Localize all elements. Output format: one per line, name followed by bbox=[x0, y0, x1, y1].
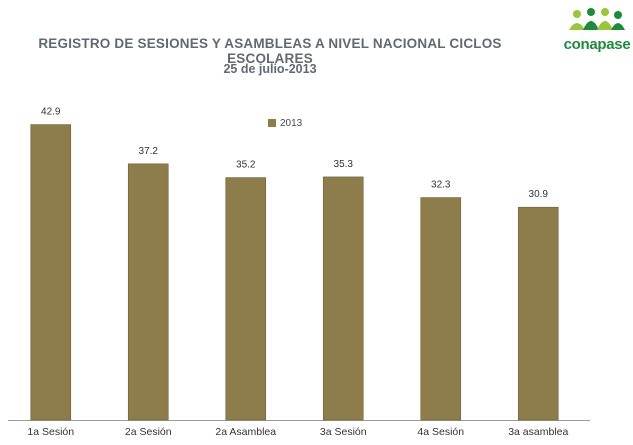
x-tick-label-0: 1a Sesión bbox=[27, 426, 74, 438]
chart-subtitle: 25 de julio-2013 bbox=[223, 62, 317, 76]
legend: 2013 bbox=[268, 116, 302, 130]
x-tick-label-4: 4a Sesión bbox=[417, 426, 464, 438]
people-figures-icon bbox=[569, 8, 625, 30]
legend-label: 2013 bbox=[280, 117, 303, 129]
x-tick-label-1: 2a Sesión bbox=[125, 426, 172, 438]
logo-text: conapase bbox=[563, 36, 631, 53]
data-label-4: 32.3 bbox=[431, 180, 451, 191]
bar-1 bbox=[127, 163, 169, 421]
data-label-5: 30.9 bbox=[529, 189, 549, 200]
data-label-2: 35.2 bbox=[236, 160, 256, 171]
bar-3 bbox=[322, 176, 364, 421]
bar-5 bbox=[517, 206, 559, 421]
x-tick-label-2: 2a Asamblea bbox=[215, 426, 276, 438]
bar-2 bbox=[225, 177, 267, 421]
chart-title: REGISTRO DE SESIONES Y ASAMBLEAS A NIVEL… bbox=[38, 36, 502, 66]
data-label-1: 37.2 bbox=[139, 146, 159, 157]
bar-0 bbox=[30, 124, 72, 421]
data-label-0: 42.9 bbox=[41, 107, 61, 118]
bar-4 bbox=[420, 197, 462, 421]
data-label-3: 35.3 bbox=[334, 159, 354, 170]
x-tick-label-3: 3a Sesión bbox=[320, 426, 367, 438]
conapase-logo: conapase bbox=[563, 6, 631, 64]
x-tick-label-5: 3a asamblea bbox=[508, 426, 568, 438]
legend-swatch bbox=[268, 119, 276, 127]
